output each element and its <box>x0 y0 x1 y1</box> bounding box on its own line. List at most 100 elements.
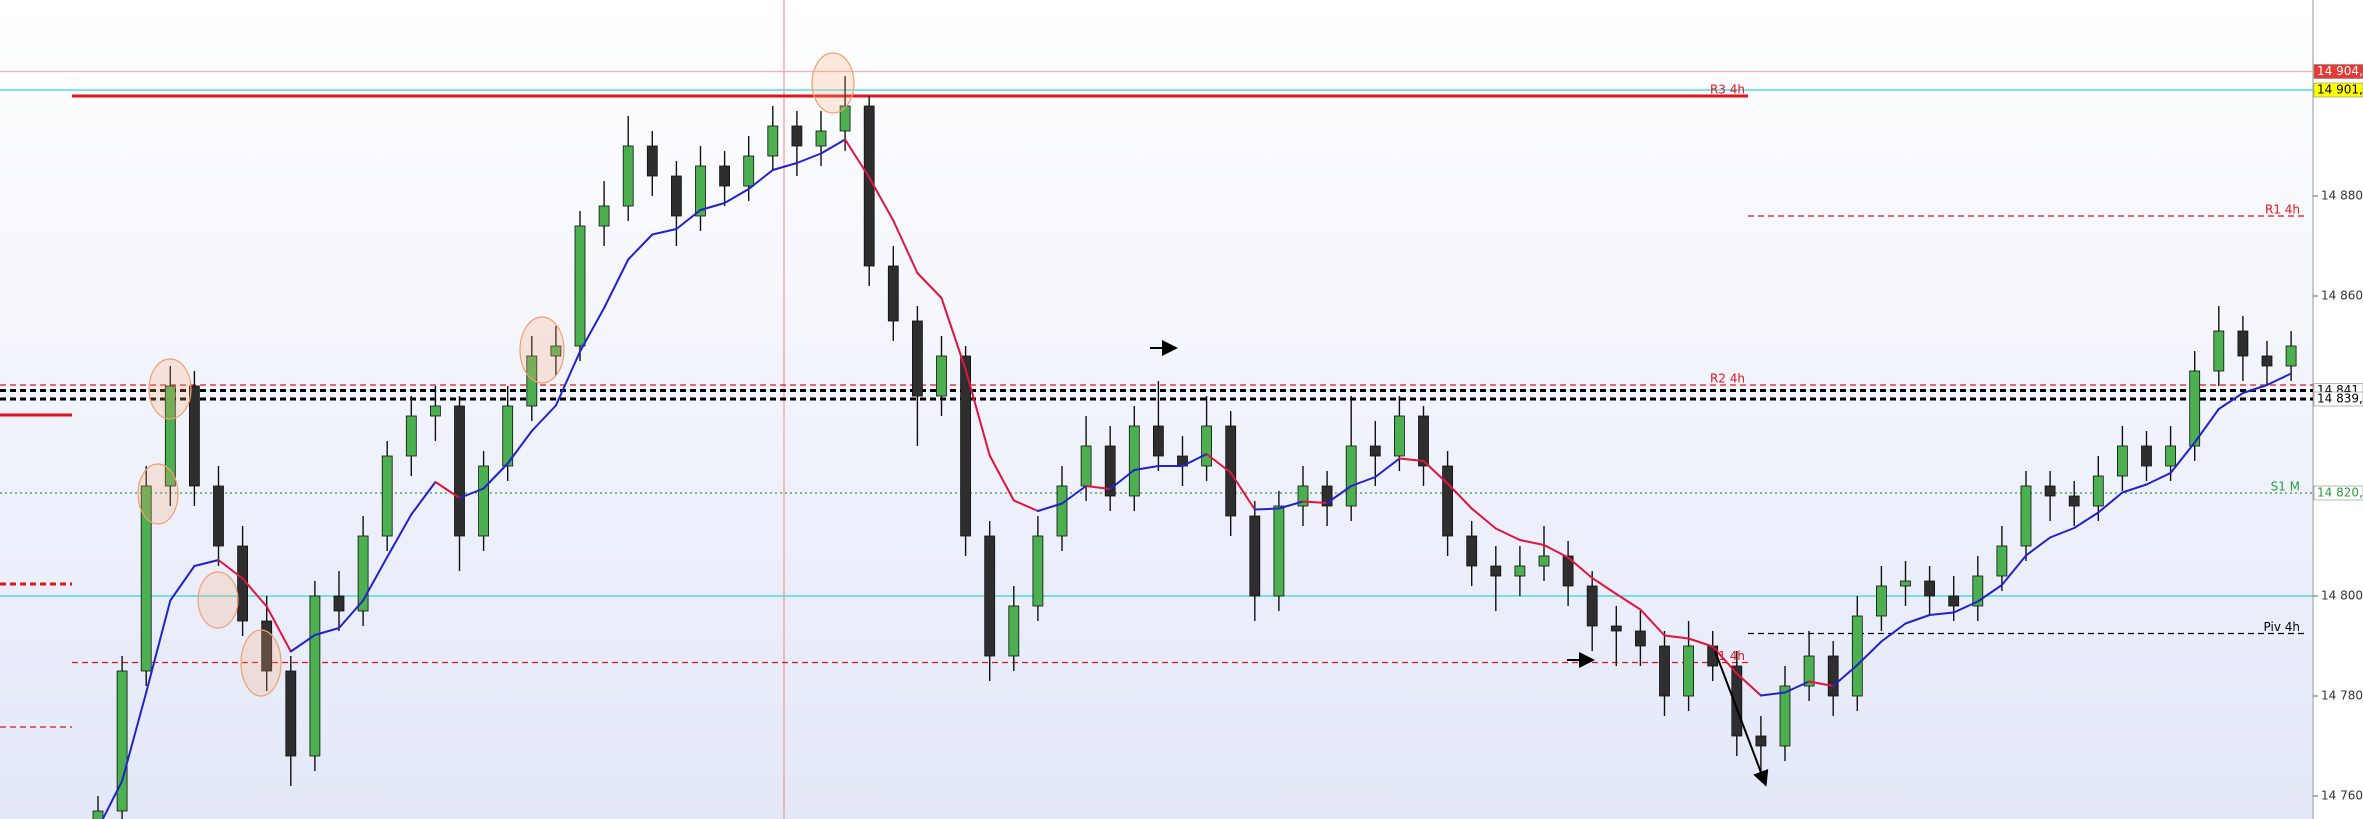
highlight-circle <box>137 463 179 525</box>
level-label: Piv 4h <box>2264 620 2300 634</box>
candle-body <box>1442 465 1453 537</box>
ma-segment <box>1422 460 1449 485</box>
ma-segment <box>2145 472 2172 486</box>
ma-segment <box>2241 384 2268 394</box>
candle-body <box>1972 575 1984 607</box>
candle-body <box>478 465 490 537</box>
candle-body <box>984 535 996 657</box>
ma-segment <box>916 272 943 299</box>
candle-body <box>839 105 851 132</box>
candle-body <box>791 125 803 147</box>
y-tick-label: 14 880 <box>2321 189 2363 203</box>
candle-body <box>743 155 755 187</box>
ma-segment <box>1759 691 1786 697</box>
price-tag-label: 14 901,2 <box>2317 83 2363 97</box>
ma-segment <box>1277 500 1304 510</box>
ma-segment <box>121 691 148 782</box>
ma-segment <box>2049 527 2076 539</box>
candle-body <box>1586 585 1598 627</box>
ma-segment <box>603 258 630 309</box>
ma-segment <box>241 577 268 608</box>
price-tag <box>2313 64 2363 79</box>
candle-body <box>1924 580 1935 597</box>
ma-segment <box>1711 645 1738 675</box>
ma-segment <box>723 188 750 204</box>
ma-segment <box>795 152 822 164</box>
candle-body <box>1562 555 1574 587</box>
ma-segment <box>1350 476 1377 487</box>
candle-body <box>357 535 369 612</box>
candle-body <box>598 205 610 227</box>
ma-segment <box>1615 593 1642 611</box>
ma-segment <box>1229 471 1256 511</box>
candle-body <box>405 415 417 457</box>
ma-segment <box>169 565 196 602</box>
candle-body <box>140 485 152 672</box>
ma-segment <box>1012 499 1039 512</box>
candle-body <box>1345 445 1357 507</box>
candle-body <box>1683 645 1694 697</box>
candle-body <box>1659 645 1670 697</box>
ma-segment <box>1518 539 1545 546</box>
ma-segment <box>2217 392 2244 410</box>
candle-body <box>116 670 128 812</box>
candle-body <box>164 385 176 487</box>
ma-segment <box>1808 680 1835 687</box>
level-label: S1 M <box>2271 480 2300 494</box>
ma-segment <box>313 627 340 636</box>
ma-segment <box>844 138 871 179</box>
highlight-circle <box>148 358 192 420</box>
candle-body <box>671 175 682 217</box>
ma-segment <box>1784 680 1811 694</box>
candle-body <box>960 355 971 537</box>
annotations <box>137 52 855 697</box>
candle-body <box>454 405 465 537</box>
candle-body <box>1418 415 1429 467</box>
y-tick-label: 14 800 <box>2321 589 2363 603</box>
candle-body <box>2261 355 2273 367</box>
candle-body <box>622 145 634 207</box>
ma-segment <box>868 176 895 222</box>
candle-body <box>1803 655 1815 687</box>
candle-body <box>1080 445 1092 487</box>
candle-body <box>1153 425 1164 457</box>
ma-segment <box>1133 465 1160 471</box>
candle-body <box>912 320 923 397</box>
ma-segment <box>1976 584 2003 603</box>
candle-body <box>2141 445 2152 467</box>
ma-segment <box>1567 556 1594 579</box>
candle-body <box>1056 485 1068 537</box>
price-tag <box>2313 485 2363 501</box>
candle-body <box>1225 425 1237 517</box>
ma-segment <box>362 556 389 602</box>
arrow <box>1714 650 1769 787</box>
axis-panel <box>2313 0 2363 819</box>
price-tag <box>2313 82 2363 98</box>
ma-segment <box>1639 608 1666 637</box>
candles <box>92 76 2297 819</box>
ma-segment <box>265 605 292 653</box>
candle-body <box>646 145 658 177</box>
candle-body <box>2237 330 2249 357</box>
ma-segment <box>1494 527 1521 541</box>
candle-body <box>1514 565 1526 577</box>
candle-body <box>2092 475 2104 507</box>
plot-background <box>0 0 2313 819</box>
ma-segment <box>1374 457 1401 478</box>
ma-segment <box>964 368 991 457</box>
candle-body <box>1538 555 1550 567</box>
candle-body <box>695 165 706 217</box>
ma-segment <box>820 138 847 155</box>
ma-segment <box>101 780 124 819</box>
candle-body <box>574 225 586 347</box>
ma-segment <box>1398 457 1425 462</box>
ma-segment <box>892 219 919 274</box>
ma-segment <box>1205 453 1232 474</box>
ma-segment <box>338 599 365 629</box>
candle-body <box>550 345 562 357</box>
candle-body <box>1900 580 1911 587</box>
candle-body <box>863 105 875 267</box>
candle-body <box>1249 515 1261 597</box>
candle-body <box>2020 485 2032 547</box>
